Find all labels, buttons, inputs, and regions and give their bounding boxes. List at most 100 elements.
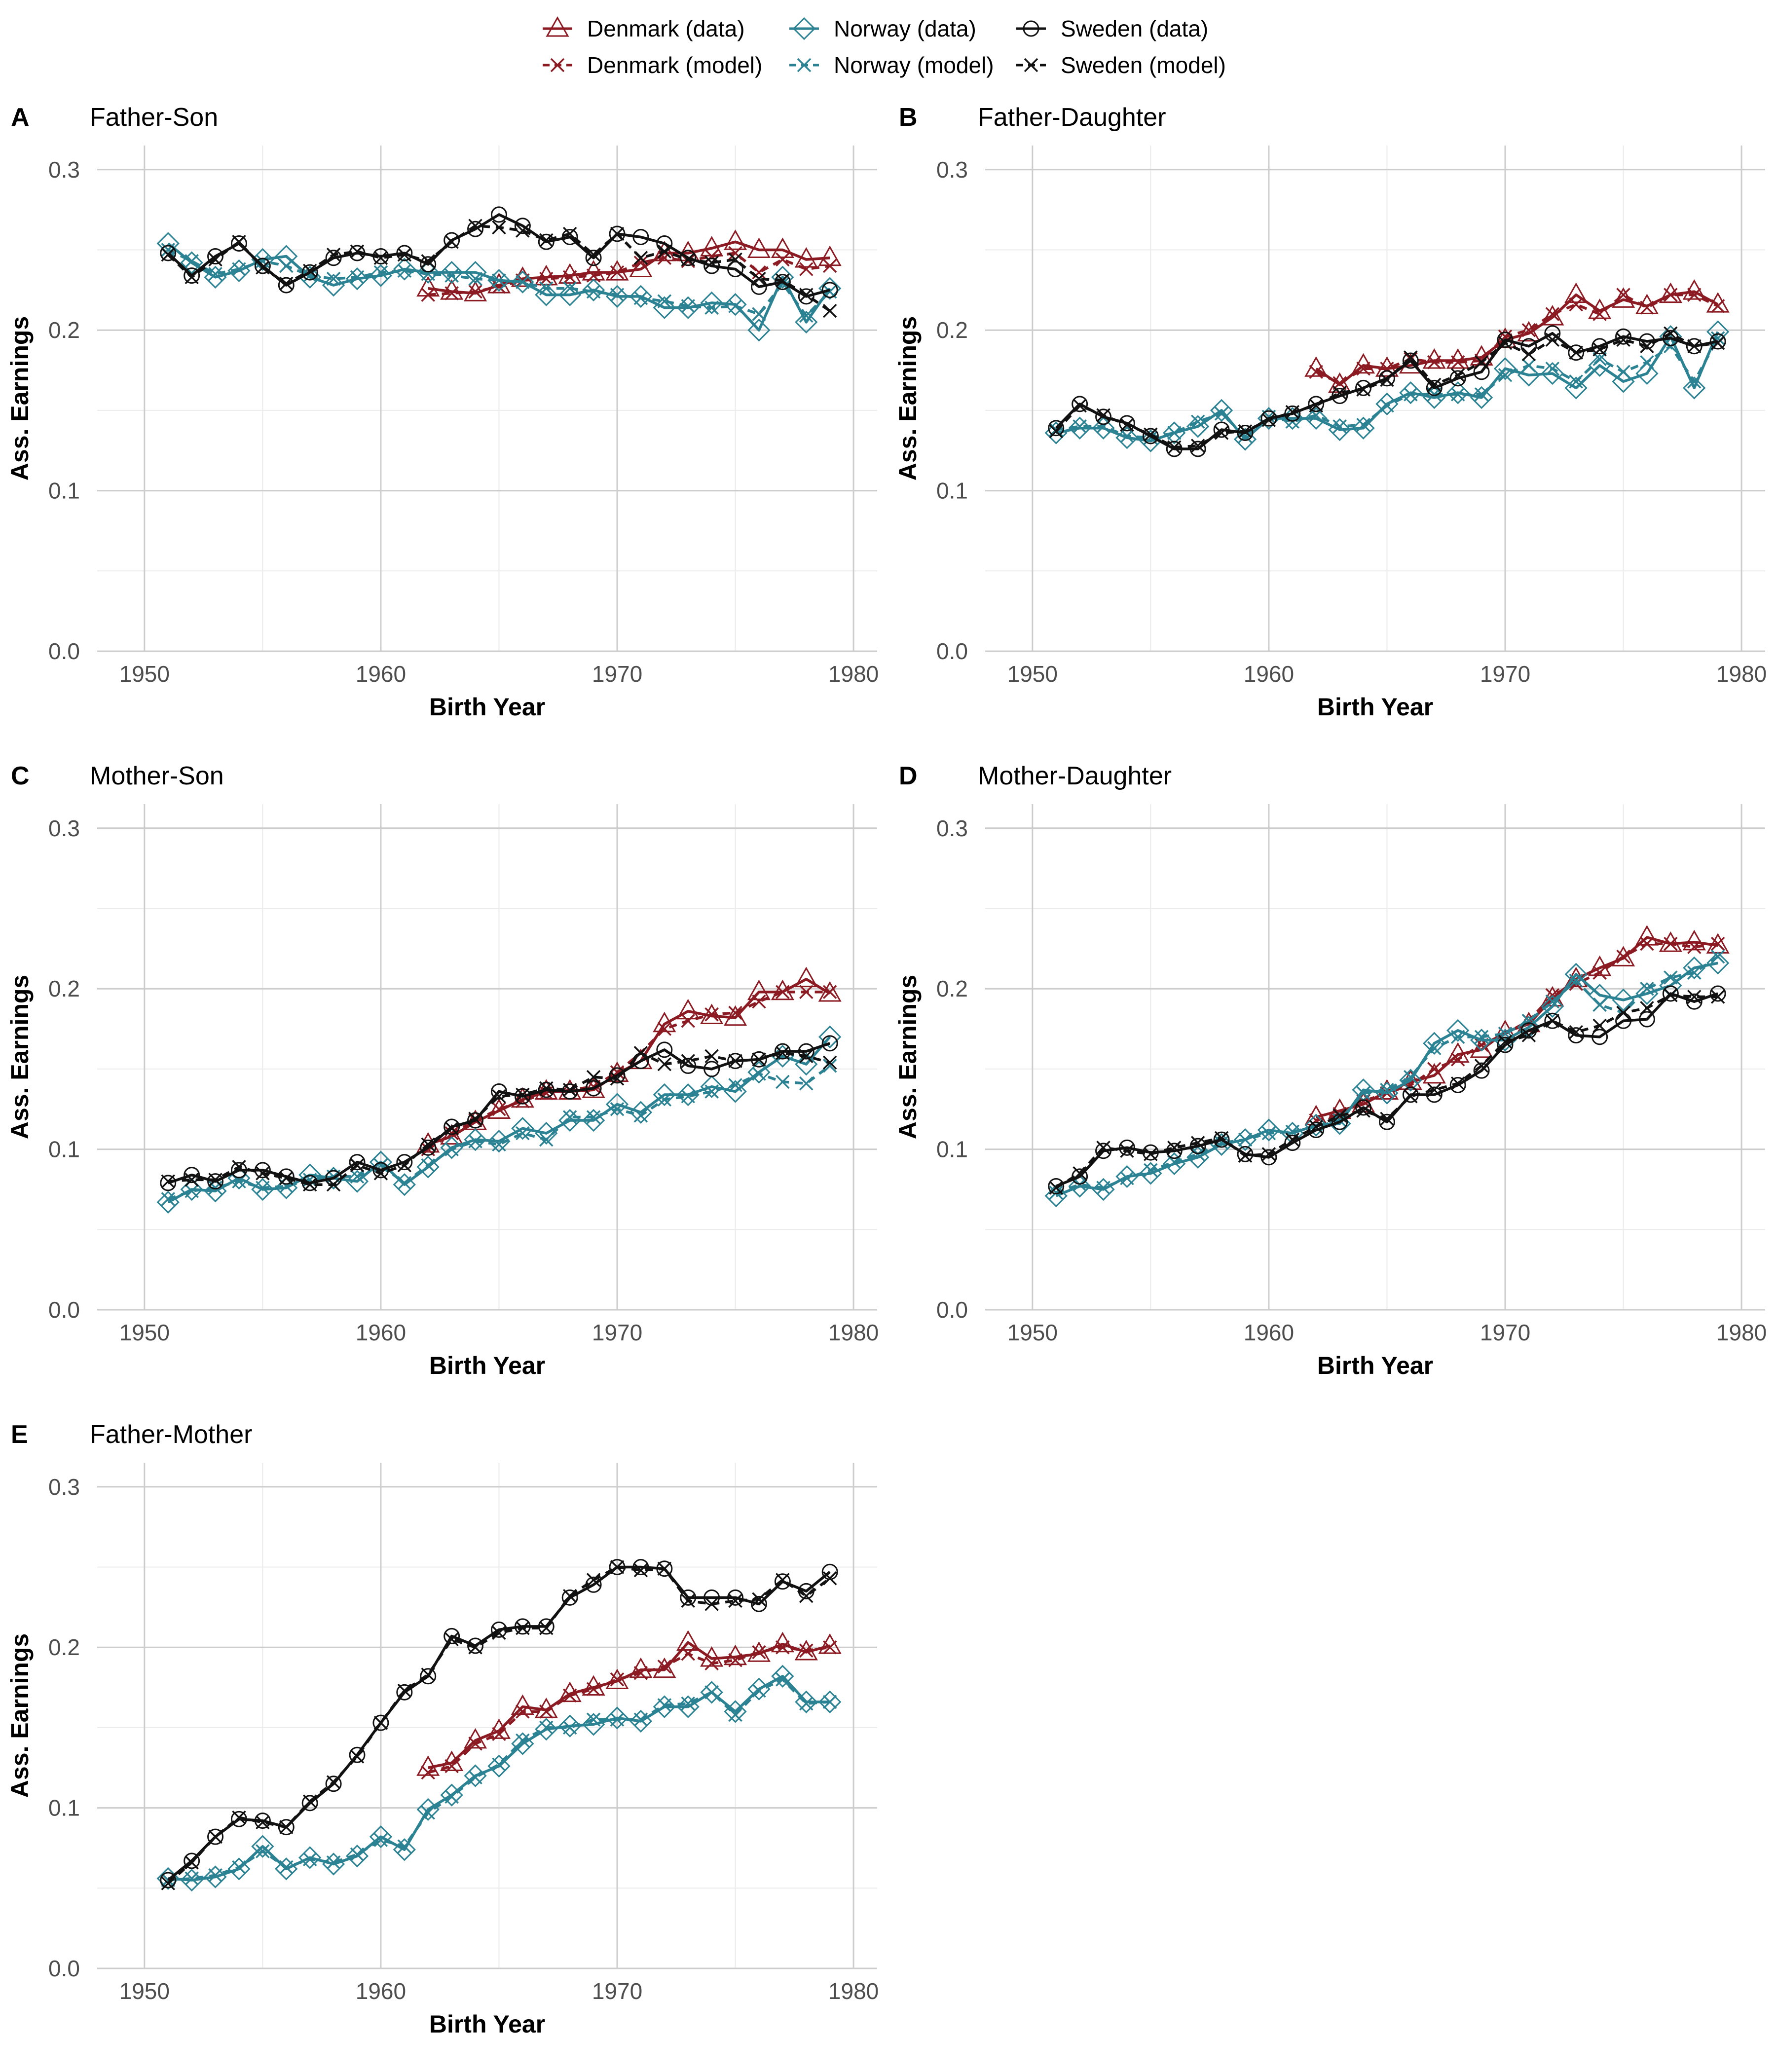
point-denmark-data xyxy=(1611,946,1635,966)
point-norway-model xyxy=(1545,995,1560,1009)
panel-B: 1950 1960 1970 1980 0.0 0.1 0.2 0.3 Birth Year As… xyxy=(894,103,1767,721)
point-sweden-model xyxy=(302,1177,317,1192)
panel-C: 1950 1960 1970 1980 0.0 0.1 0.2 0.3 Birth Year As… xyxy=(6,762,879,1379)
point-sweden-data xyxy=(538,1081,555,1098)
point-norway-data xyxy=(1304,1113,1328,1137)
point-sweden-data xyxy=(301,264,318,281)
point-norway-data xyxy=(1470,386,1493,409)
point-denmark-data xyxy=(676,999,700,1020)
point-norway-model xyxy=(776,1672,790,1687)
point-norway-model xyxy=(1120,429,1134,444)
line-sweden-model xyxy=(168,1051,830,1186)
point-norway-data xyxy=(1706,952,1730,975)
point-sweden-model xyxy=(1120,1144,1134,1158)
point-sweden-data xyxy=(703,258,720,274)
x-tick-label: 1960 xyxy=(1244,661,1294,687)
legend-label: Denmark (model) xyxy=(587,52,762,78)
legend-item-sweden-model: Sweden (model) xyxy=(1016,52,1226,78)
point-sweden-model xyxy=(799,1049,814,1064)
point-sweden-model xyxy=(1214,1131,1229,1146)
point-denmark-data xyxy=(771,1631,794,1653)
point-sweden-model xyxy=(1214,426,1229,440)
point-sweden-data xyxy=(1615,328,1632,345)
point-sweden-model xyxy=(1404,350,1418,365)
point-denmark-model xyxy=(1664,288,1678,302)
point-denmark-model xyxy=(822,1640,837,1655)
series-sweden-data xyxy=(160,1559,838,1888)
point-sweden-data xyxy=(1048,1178,1065,1194)
line-norway-model xyxy=(1055,955,1719,1194)
legend: Denmark (data) Norway (data) Sweden (data)… xyxy=(543,16,1226,78)
panel-tag: E xyxy=(11,1420,28,1449)
point-denmark-data xyxy=(1446,348,1470,369)
point-sweden-data xyxy=(396,245,413,261)
point-norway-data xyxy=(1257,1118,1281,1142)
point-sweden-data xyxy=(514,1618,531,1635)
point-sweden-data xyxy=(609,225,626,242)
point-denmark-data xyxy=(676,1630,700,1651)
point-sweden-model xyxy=(610,226,625,241)
point-sweden-data xyxy=(1662,985,1679,1002)
point-denmark-model xyxy=(799,985,814,999)
legend-key-marker xyxy=(797,58,812,73)
point-norway-data xyxy=(1375,392,1399,416)
legend-key-marker xyxy=(550,58,565,73)
y-axis-label: Ass. Earnings xyxy=(6,975,34,1139)
point-sweden-model xyxy=(1664,988,1678,1002)
point-sweden-model xyxy=(161,1876,175,1890)
point-norway-data xyxy=(487,1754,511,1778)
x-axis-label: Birth Year xyxy=(1317,1352,1433,1379)
minor-gridlines xyxy=(97,804,877,1310)
point-sweden-model xyxy=(326,248,341,262)
point-sweden-data xyxy=(184,267,200,284)
point-norway-data xyxy=(1635,362,1659,385)
point-norway-model xyxy=(444,268,459,283)
point-sweden-data xyxy=(349,1746,366,1763)
point-norway-data xyxy=(1115,1165,1139,1188)
point-denmark-data xyxy=(558,1681,582,1702)
point-denmark-model xyxy=(610,1672,625,1687)
point-sweden-data xyxy=(1686,993,1702,1010)
point-sweden-model xyxy=(161,1174,175,1188)
y-tick-label: 0.2 xyxy=(936,976,968,1001)
point-sweden-model xyxy=(256,260,270,275)
point-norway-model xyxy=(799,1696,814,1711)
legend-item-denmark-data: Denmark (data) xyxy=(543,16,745,41)
point-norway-data xyxy=(1304,407,1328,430)
point-sweden-data xyxy=(798,288,814,305)
point-sweden-model xyxy=(468,1111,482,1126)
point-sweden-data xyxy=(444,1628,460,1644)
y-tick-label: 0.3 xyxy=(48,815,80,841)
point-denmark-model xyxy=(822,985,837,999)
point-norway-model xyxy=(1664,970,1678,985)
point-sweden-data xyxy=(1213,1131,1230,1148)
point-norway-data xyxy=(156,1190,180,1214)
point-sweden-model xyxy=(1498,336,1513,350)
point-norway-model xyxy=(492,1757,506,1772)
y-tick-label: 0.0 xyxy=(936,1297,968,1323)
x-axis-label: Birth Year xyxy=(429,693,545,721)
point-sweden-data xyxy=(1142,428,1159,444)
x-tick-label: 1970 xyxy=(592,1978,642,2004)
point-sweden-data xyxy=(798,1043,814,1060)
point-sweden-model xyxy=(586,1573,601,1587)
point-sweden-data xyxy=(420,1139,437,1156)
point-norway-model xyxy=(1427,1041,1442,1055)
point-denmark-model xyxy=(468,284,482,299)
point-norway-model xyxy=(208,1868,222,1883)
point-sweden-data xyxy=(538,233,555,250)
point-sweden-model xyxy=(421,254,435,268)
point-norway-model xyxy=(185,254,199,268)
point-norway-data xyxy=(227,1857,251,1881)
point-sweden-model xyxy=(1710,990,1725,1004)
series-denmark-model xyxy=(1309,288,1725,390)
point-sweden-model xyxy=(1144,427,1158,442)
point-sweden-model xyxy=(1285,405,1300,419)
x-tick-label: 1960 xyxy=(356,1320,406,1345)
point-norway-data xyxy=(558,1714,582,1738)
point-norway-model xyxy=(610,1102,625,1116)
point-norway-model xyxy=(610,1712,625,1727)
point-sweden-data xyxy=(727,1589,744,1606)
point-denmark-model xyxy=(586,1682,601,1697)
point-denmark-model xyxy=(1309,365,1323,379)
